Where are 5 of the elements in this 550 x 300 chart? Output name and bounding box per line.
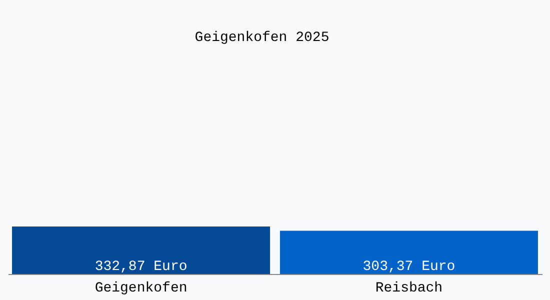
x-tick-label: Reisbach [375, 280, 443, 296]
text: Geigenkofen 2025 [194, 30, 330, 46]
x-tick-label: Geigenkofen [94, 280, 188, 296]
data-label: 332,87 Euro [94, 259, 188, 275]
data-label: 303,37 Euro [362, 259, 456, 275]
